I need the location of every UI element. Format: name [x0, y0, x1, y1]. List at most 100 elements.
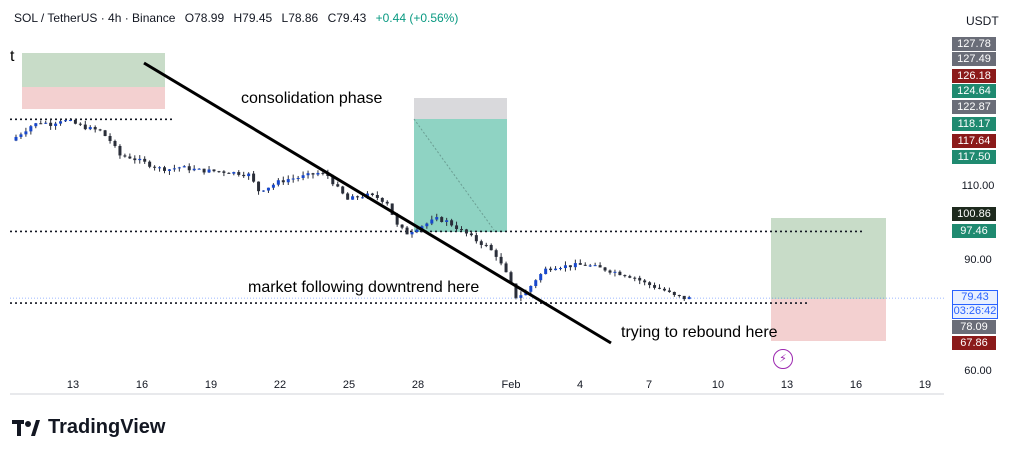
candle-body: [153, 166, 157, 168]
candle-body: [197, 168, 201, 170]
candle-body: [593, 265, 597, 267]
candle-body: [534, 280, 538, 286]
candle-body: [311, 173, 315, 175]
candle-body: [682, 295, 686, 300]
short-target-zone: [414, 119, 507, 232]
candle-body: [435, 217, 439, 220]
x-tick-label: 25: [343, 379, 355, 391]
candle-body: [281, 180, 285, 183]
candle-body: [29, 126, 33, 132]
candle-body: [113, 140, 117, 146]
ohlc-open: O78.99: [184, 11, 225, 25]
candle-body: [494, 250, 498, 257]
candle-body: [64, 120, 67, 122]
price-badge[interactable]: 100.86: [952, 207, 996, 221]
candle-body: [98, 129, 102, 131]
candle-body: [49, 122, 53, 126]
candle-body: [643, 280, 647, 283]
long-target-zone: [771, 218, 886, 299]
candle-body: [266, 187, 270, 191]
price-badge[interactable]: 122.87: [952, 100, 996, 114]
candle-body: [336, 184, 340, 187]
candle-body: [489, 244, 493, 251]
candle-body: [212, 169, 216, 172]
candle-body: [202, 168, 206, 173]
price-badge[interactable]: 118.17: [952, 117, 996, 131]
candle-body: [182, 166, 186, 168]
candle-body: [499, 256, 503, 264]
ohlc-low: L78.86: [281, 11, 319, 25]
candle-body: [316, 172, 320, 175]
candle-body: [252, 173, 256, 182]
candle-body: [623, 275, 627, 277]
candle-body: [568, 265, 572, 268]
short-position-path: [413, 118, 495, 231]
candle-body: [633, 277, 637, 279]
candle-body: [405, 227, 409, 235]
candle-body: [143, 158, 147, 162]
candle-body: [628, 276, 632, 278]
candle-body: [93, 127, 97, 130]
x-tick-label: 16: [850, 379, 862, 391]
candle-body: [78, 123, 82, 125]
price-badge[interactable]: 03:26:42: [952, 304, 998, 319]
candle-body: [271, 184, 275, 188]
candle-body: [192, 168, 196, 171]
price-badge[interactable]: 117.50: [952, 150, 996, 164]
candle-body: [227, 172, 231, 174]
price-badge[interactable]: 126.18: [952, 69, 996, 83]
candle-body: [167, 169, 171, 171]
candle-body: [128, 156, 132, 159]
downtrend-trendline[interactable]: [143, 61, 612, 345]
y-tick-label: 90.00: [964, 254, 992, 266]
candle-body: [68, 119, 72, 121]
candle-body: [509, 272, 513, 284]
candle-body: [474, 235, 478, 242]
alert-icon[interactable]: ⚡: [773, 349, 793, 369]
left-edge-text: t: [10, 48, 15, 65]
candle-body: [544, 268, 548, 275]
candle-body: [356, 196, 360, 198]
candle-body: [395, 214, 399, 225]
entry-target-zone: [22, 53, 165, 87]
candle-body: [390, 203, 394, 215]
candle-body: [361, 197, 364, 199]
candle-body: [232, 172, 236, 174]
candle-body: [172, 168, 176, 170]
candle-body: [247, 173, 251, 177]
price-badge[interactable]: 67.86: [952, 336, 996, 350]
candle-body: [158, 167, 162, 169]
price-badge[interactable]: 124.64: [952, 84, 996, 98]
candle-body: [479, 241, 483, 245]
candle-body: [301, 175, 305, 178]
candle-body: [44, 122, 48, 124]
candle-body: [672, 291, 676, 295]
candle-body: [445, 220, 449, 222]
candle-body: [375, 195, 379, 198]
candle-body: [469, 233, 473, 236]
price-badge[interactable]: 117.64: [952, 134, 996, 148]
candle-body: [207, 169, 211, 173]
candle-body: [237, 172, 241, 175]
symbol-header[interactable]: SOL / TetherUS · 4h · Binance O78.99 H79…: [14, 11, 458, 25]
candle-body: [410, 231, 414, 235]
currency-label[interactable]: USDT: [966, 14, 999, 28]
candle-body: [380, 197, 384, 202]
candle-body: [321, 172, 325, 174]
price-badge[interactable]: 79.43: [952, 290, 998, 305]
tradingview-logo[interactable]: TradingView: [12, 416, 165, 439]
candle-body: [108, 136, 112, 141]
candle-body: [88, 127, 92, 130]
price-badge[interactable]: 127.78: [952, 37, 996, 51]
candle-body: [222, 171, 226, 173]
candle-body: [296, 177, 300, 179]
price-badge[interactable]: 97.46: [952, 224, 996, 238]
x-tick-label: 22: [274, 379, 286, 391]
y-tick-label: 110.00: [962, 180, 995, 192]
candle-body: [217, 171, 221, 173]
symbol-title[interactable]: SOL / TetherUS · 4h · Binance: [14, 11, 176, 25]
short-stop-zone: [414, 98, 507, 119]
price-badge[interactable]: 78.09: [952, 320, 996, 334]
price-badge[interactable]: 127.49: [952, 52, 996, 66]
